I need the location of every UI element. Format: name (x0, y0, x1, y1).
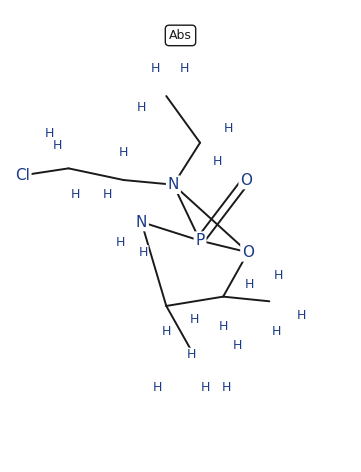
Text: O: O (240, 173, 252, 187)
Text: H: H (119, 145, 128, 159)
Text: H: H (162, 325, 171, 338)
Text: H: H (137, 101, 146, 114)
Text: H: H (179, 61, 189, 75)
Text: H: H (153, 381, 162, 394)
Text: H: H (190, 313, 199, 327)
Text: H: H (222, 381, 231, 394)
Text: H: H (139, 246, 148, 259)
Text: H: H (53, 139, 62, 152)
Text: H: H (201, 381, 210, 394)
Text: H: H (116, 236, 125, 250)
Text: H: H (224, 122, 233, 135)
Text: N: N (168, 177, 179, 192)
Text: N: N (136, 214, 147, 229)
Text: Abs: Abs (169, 29, 192, 42)
Text: H: H (187, 348, 196, 362)
Text: H: H (245, 278, 255, 292)
Text: H: H (213, 155, 222, 168)
Text: H: H (297, 309, 306, 322)
Text: H: H (233, 339, 242, 352)
Text: H: H (272, 325, 281, 338)
Text: H: H (44, 127, 54, 140)
Text: H: H (103, 187, 112, 201)
Text: H: H (71, 187, 81, 201)
Text: O: O (242, 245, 254, 260)
Text: H: H (218, 320, 228, 333)
Text: Cl: Cl (15, 168, 30, 183)
Text: P: P (195, 233, 205, 248)
Text: H: H (274, 269, 283, 282)
Text: H: H (151, 61, 160, 75)
